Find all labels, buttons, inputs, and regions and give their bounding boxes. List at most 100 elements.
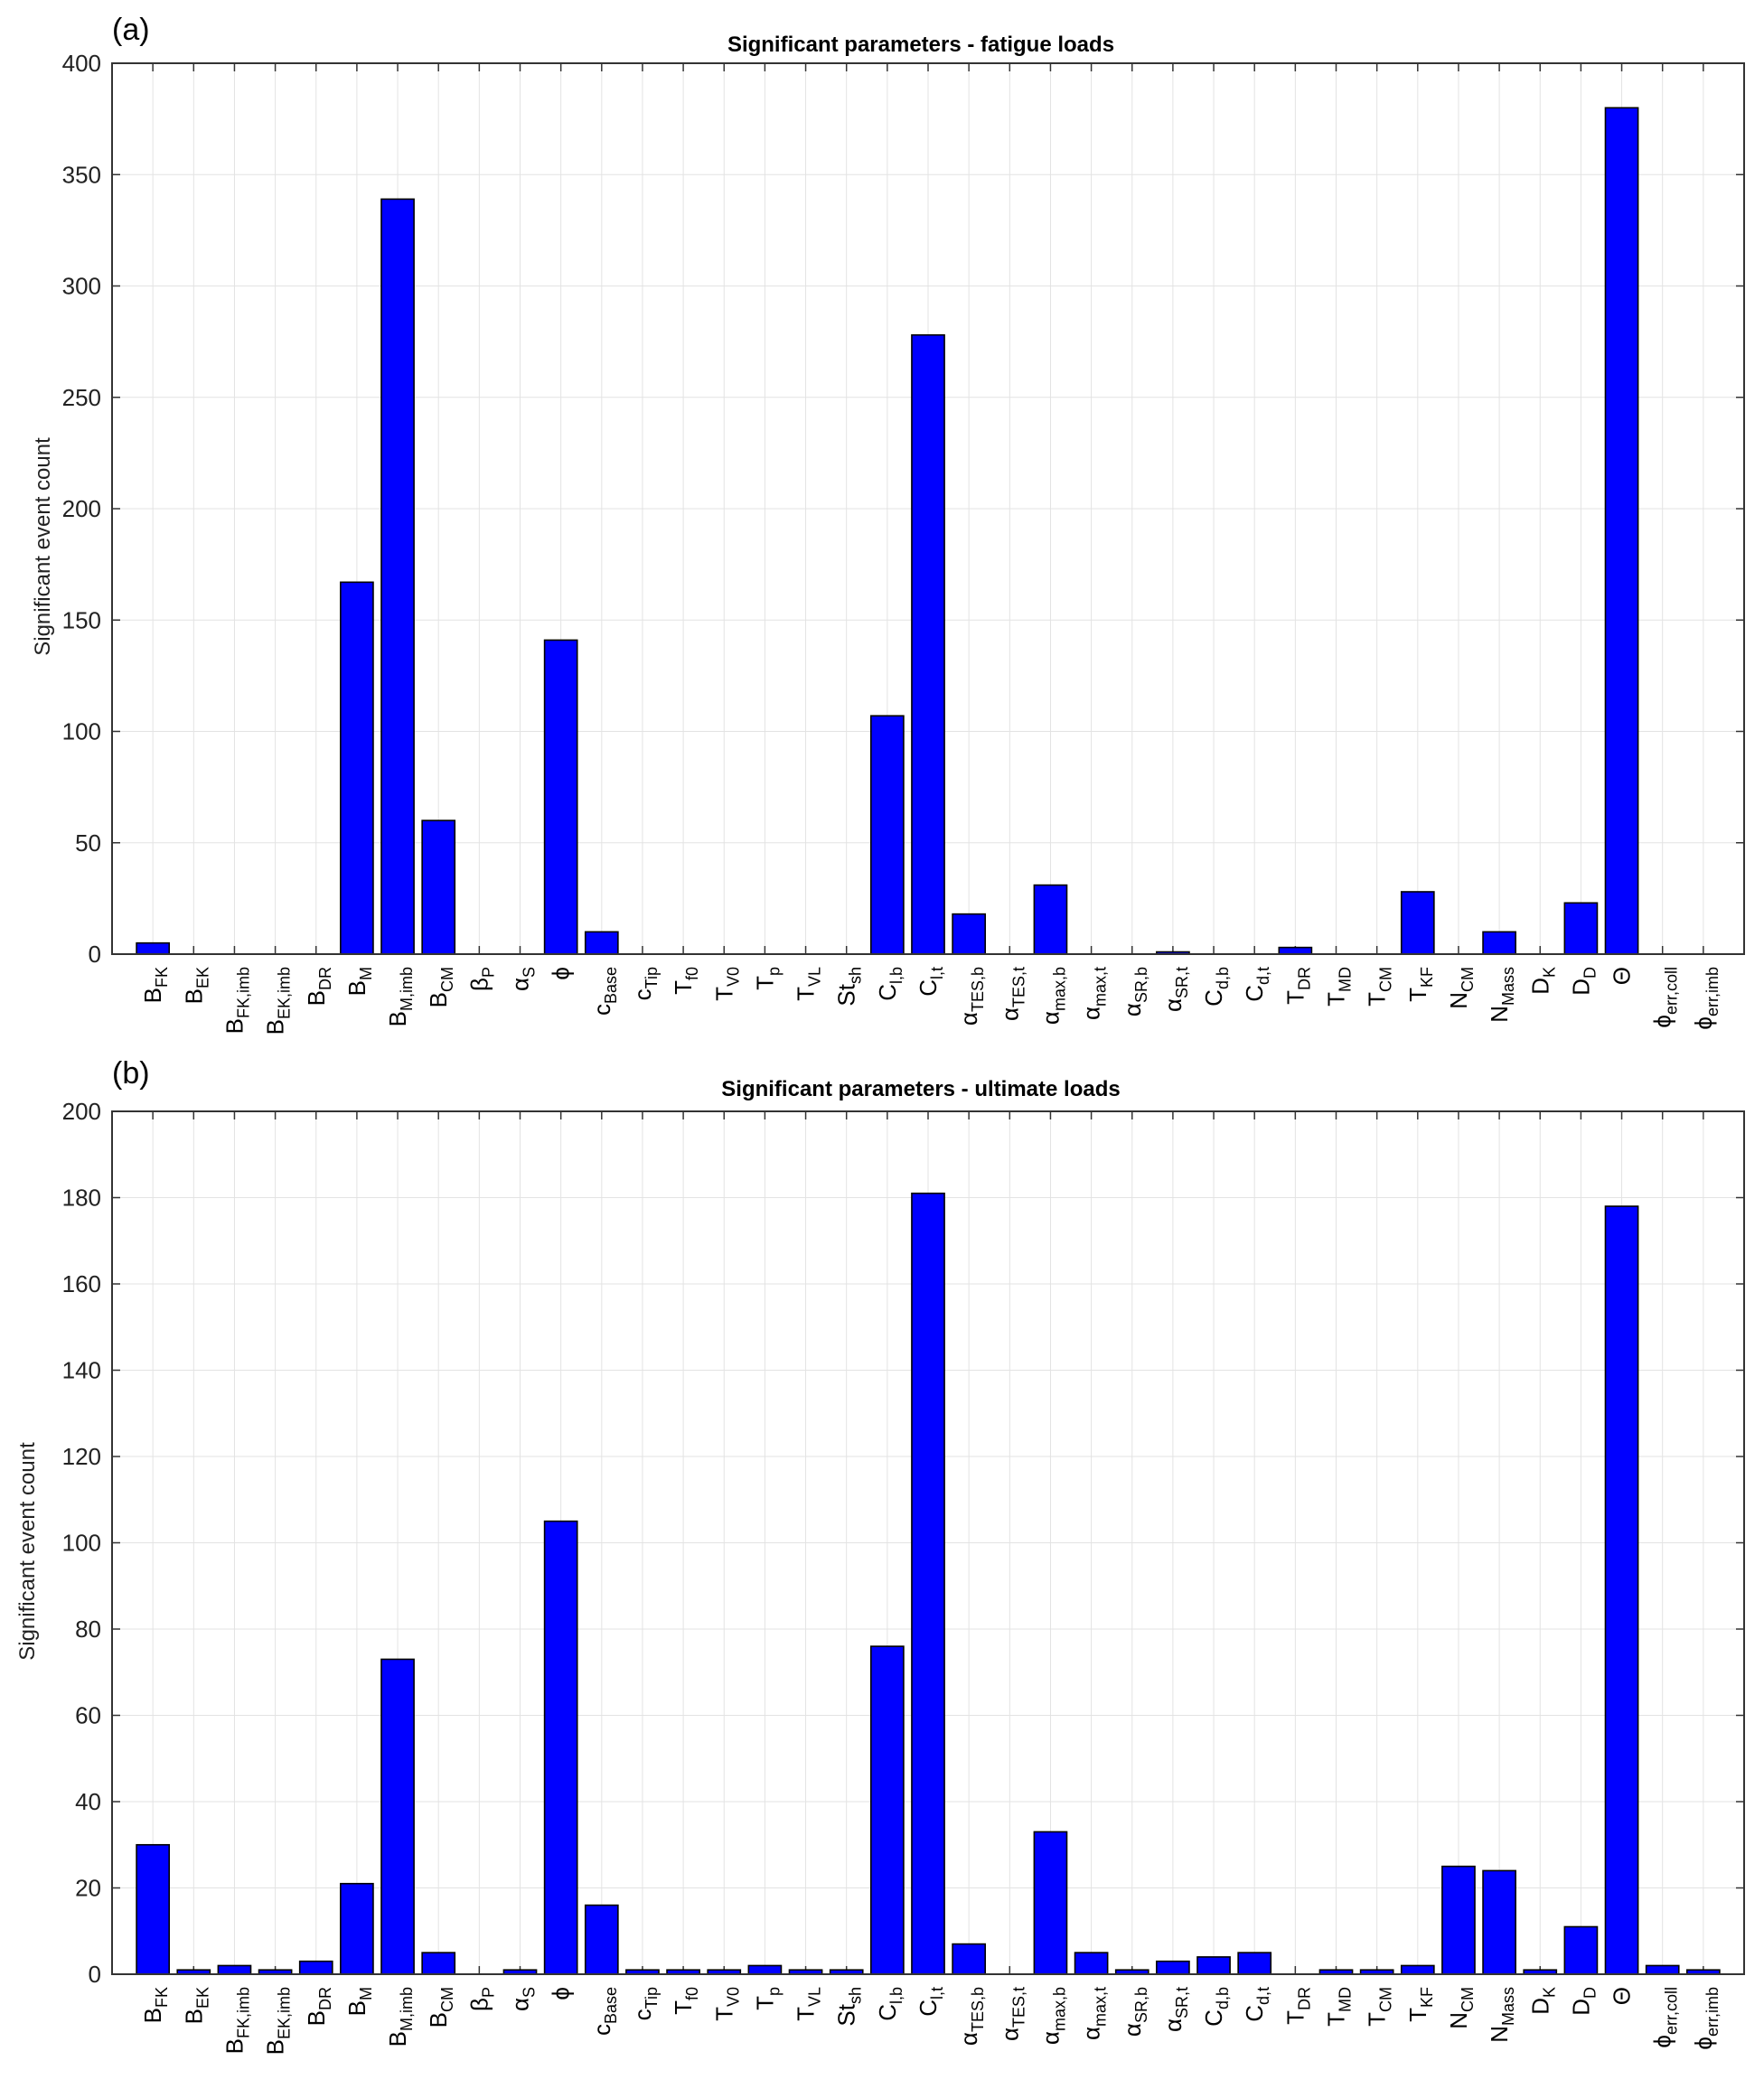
- y-tick-label: 80: [75, 1616, 101, 1643]
- axes-box-b: [111, 1110, 1745, 1975]
- y-axis-label-a: Significant event count: [31, 437, 55, 656]
- x-tick-label: DK: [1526, 967, 1558, 995]
- y-tick-label: 50: [75, 829, 101, 857]
- x-tick-label: TDR: [1281, 1987, 1313, 2025]
- panel-a-fatigue-loads: (a) Significant parameters - fatigue loa…: [31, 13, 1745, 1035]
- chart-title-b: Significant parameters - ultimate loads: [721, 1077, 1120, 1101]
- y-tick-label: 200: [62, 495, 101, 522]
- y-tick-label: 0: [89, 1961, 101, 1988]
- bar: [1033, 884, 1068, 955]
- x-tick-label: Tf0: [670, 967, 701, 995]
- x-tick-label: NMass: [1486, 967, 1517, 1023]
- x-tick-label: αTES,t: [996, 967, 1027, 1021]
- x-tick-label: NCM: [1445, 1987, 1477, 2029]
- x-tick-label: Tp: [751, 967, 783, 990]
- y-tick-label: 350: [62, 161, 101, 188]
- bar: [543, 639, 578, 955]
- x-tick-label: ϕ: [548, 967, 575, 980]
- bar: [952, 1943, 987, 1975]
- x-tick-label: αmax,t: [1078, 1987, 1110, 2040]
- x-tick-label: BFK,imb: [220, 1987, 252, 2054]
- x-tick-label: Θ: [1609, 967, 1636, 985]
- x-tick-label: Cd,t: [1241, 1987, 1272, 2022]
- bar: [1604, 1205, 1639, 1975]
- x-tick-label: BFK: [139, 1987, 171, 2023]
- x-tick-label: BFK,imb: [220, 967, 252, 1034]
- x-tick-label: BM: [343, 967, 375, 996]
- x-tick-label: cTip: [629, 967, 661, 1000]
- bar: [1400, 891, 1435, 955]
- bar: [911, 1192, 945, 1975]
- bar: [1400, 1964, 1435, 1975]
- panel-label-a: (a): [112, 13, 150, 47]
- x-tick-label: NMass: [1486, 1987, 1517, 2043]
- x-tick-label: BM,imb: [384, 1987, 416, 2046]
- bar: [1563, 1925, 1599, 1975]
- bar: [1563, 902, 1599, 955]
- bar: [1278, 946, 1313, 955]
- bar: [1482, 931, 1516, 955]
- bar: [869, 1645, 905, 1975]
- x-tick-label: TKF: [1404, 1987, 1436, 2022]
- bar: [136, 1843, 171, 1975]
- bar: [421, 820, 456, 955]
- y-tick-label: 60: [75, 1702, 101, 1729]
- x-tick-label: TV0: [710, 967, 742, 1001]
- bar: [952, 913, 987, 955]
- x-tick-label: DD: [1567, 1987, 1599, 2016]
- x-tick-label: αTES,b: [955, 1987, 987, 2046]
- x-tick-label: βP: [465, 1987, 497, 2011]
- x-tick-label: cBase: [588, 1987, 620, 2036]
- bar: [747, 1964, 783, 1975]
- bar: [543, 1520, 578, 1975]
- y-tick-label: 100: [62, 1530, 101, 1557]
- x-tick-label: αTES,t: [996, 1987, 1027, 2041]
- x-tick-label: ϕerr,imb: [1690, 1987, 1722, 2050]
- y-tick-label: 300: [62, 273, 101, 300]
- bar: [380, 1658, 415, 1975]
- x-tick-label: αmax,b: [1037, 967, 1068, 1025]
- y-tick-label: 0: [89, 941, 101, 968]
- bar: [1156, 1960, 1190, 1975]
- y-axis-label-b: Significant event count: [15, 1442, 40, 1661]
- x-tick-label: αS: [507, 1987, 539, 2011]
- y-tick-label: 400: [62, 50, 101, 77]
- x-tick-label: TKF: [1404, 967, 1436, 1002]
- bar: [1645, 1964, 1680, 1975]
- x-tick-label: αSR,b: [1119, 967, 1150, 1016]
- y-tick-label: 40: [75, 1788, 101, 1815]
- x-tick-label: TCM: [1364, 1987, 1395, 2027]
- x-tick-label: TDR: [1281, 967, 1313, 1005]
- x-tick-label: Cd,b: [1200, 967, 1232, 1007]
- x-tick-label: Cl,b: [874, 967, 905, 1001]
- bar: [584, 1904, 619, 1975]
- bar: [584, 931, 619, 955]
- x-tick-label: BEK,imb: [262, 967, 294, 1035]
- bar: [1604, 107, 1639, 955]
- x-tick-label: Tf0: [670, 1987, 701, 2015]
- bar: [340, 581, 374, 955]
- bar: [1074, 1952, 1109, 1975]
- y-tick-label: 200: [62, 1098, 101, 1125]
- x-tick-label: Θ: [1609, 1987, 1636, 2005]
- x-tick-label: BM: [343, 1987, 375, 2016]
- x-tick-label: BEK,imb: [262, 1987, 294, 2055]
- x-tick-label: αmax,t: [1078, 967, 1110, 1020]
- x-tick-label: DK: [1526, 1987, 1558, 2015]
- bar: [1196, 1956, 1231, 1975]
- bar: [1237, 1952, 1272, 1975]
- x-tick-label: ϕ: [548, 1987, 575, 2000]
- x-tick-label: TCM: [1364, 967, 1395, 1007]
- x-tick-label: Stsh: [833, 967, 865, 1007]
- x-tick-label: Cl,t: [915, 1987, 946, 2017]
- bar: [869, 715, 905, 955]
- bar: [217, 1964, 252, 1975]
- x-tick-label: BDR: [303, 1987, 334, 2026]
- x-tick-label: TVL: [793, 1987, 824, 2021]
- x-tick-label: αmax,b: [1037, 1987, 1068, 2045]
- y-tick-label: 100: [62, 718, 101, 745]
- y-tick-label: 180: [62, 1185, 101, 1212]
- x-tick-label: TMD: [1323, 967, 1355, 1007]
- bar: [911, 333, 945, 955]
